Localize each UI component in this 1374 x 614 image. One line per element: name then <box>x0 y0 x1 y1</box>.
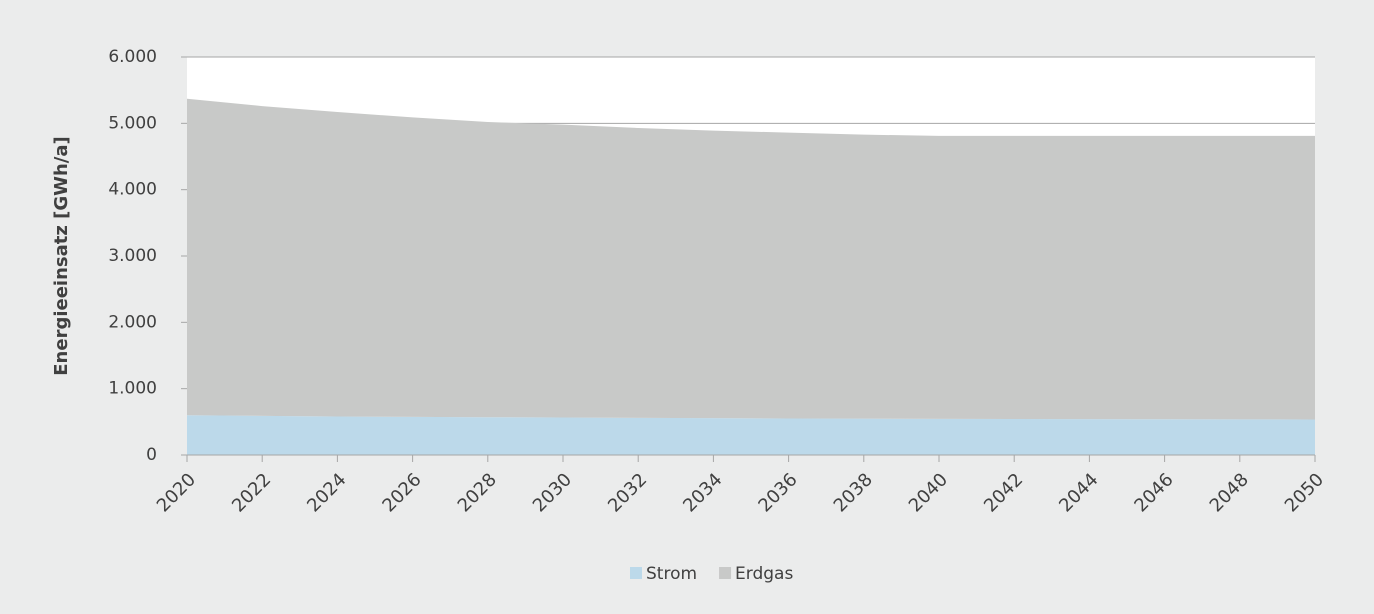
y-tick-label: 2.000 <box>108 312 157 332</box>
x-tick-label: 2020 <box>153 469 200 516</box>
x-tick-label: 2036 <box>754 469 801 516</box>
x-tick-label: 2026 <box>378 469 425 516</box>
x-tick-label: 2042 <box>980 469 1027 516</box>
x-tick-label: 2038 <box>830 469 877 516</box>
area <box>187 98 1315 420</box>
y-tick-label: 0 <box>146 445 157 465</box>
x-tick-label: 2022 <box>228 469 275 516</box>
legend-swatch <box>630 567 642 579</box>
y-tick-label: 6.000 <box>108 47 157 67</box>
x-tick-label: 2030 <box>529 469 576 516</box>
x-tick-label: 2046 <box>1130 469 1177 516</box>
x-tick-label: 2048 <box>1206 469 1253 516</box>
legend-swatch <box>719 567 732 579</box>
x-tick-label: 2040 <box>905 469 952 516</box>
y-tick-label: 1.000 <box>108 379 157 399</box>
y-axis-label: Energieeinsatz [GWh/a] <box>51 136 72 375</box>
y-tick-label: 5.000 <box>108 113 157 133</box>
x-tick-label: 2044 <box>1055 469 1102 516</box>
area <box>187 415 1315 455</box>
y-tick-label: 3.000 <box>108 246 157 266</box>
x-tick-label: 2024 <box>303 469 350 516</box>
x-tick-label: 2050 <box>1281 469 1328 516</box>
x-tick-label: 2034 <box>679 469 726 516</box>
legend-label: Erdgas <box>735 564 793 584</box>
x-tick-label: 2032 <box>604 469 651 516</box>
legend-label: Strom <box>646 564 697 584</box>
x-tick-label: 2028 <box>454 469 501 516</box>
y-tick-label: 4.000 <box>108 180 157 200</box>
